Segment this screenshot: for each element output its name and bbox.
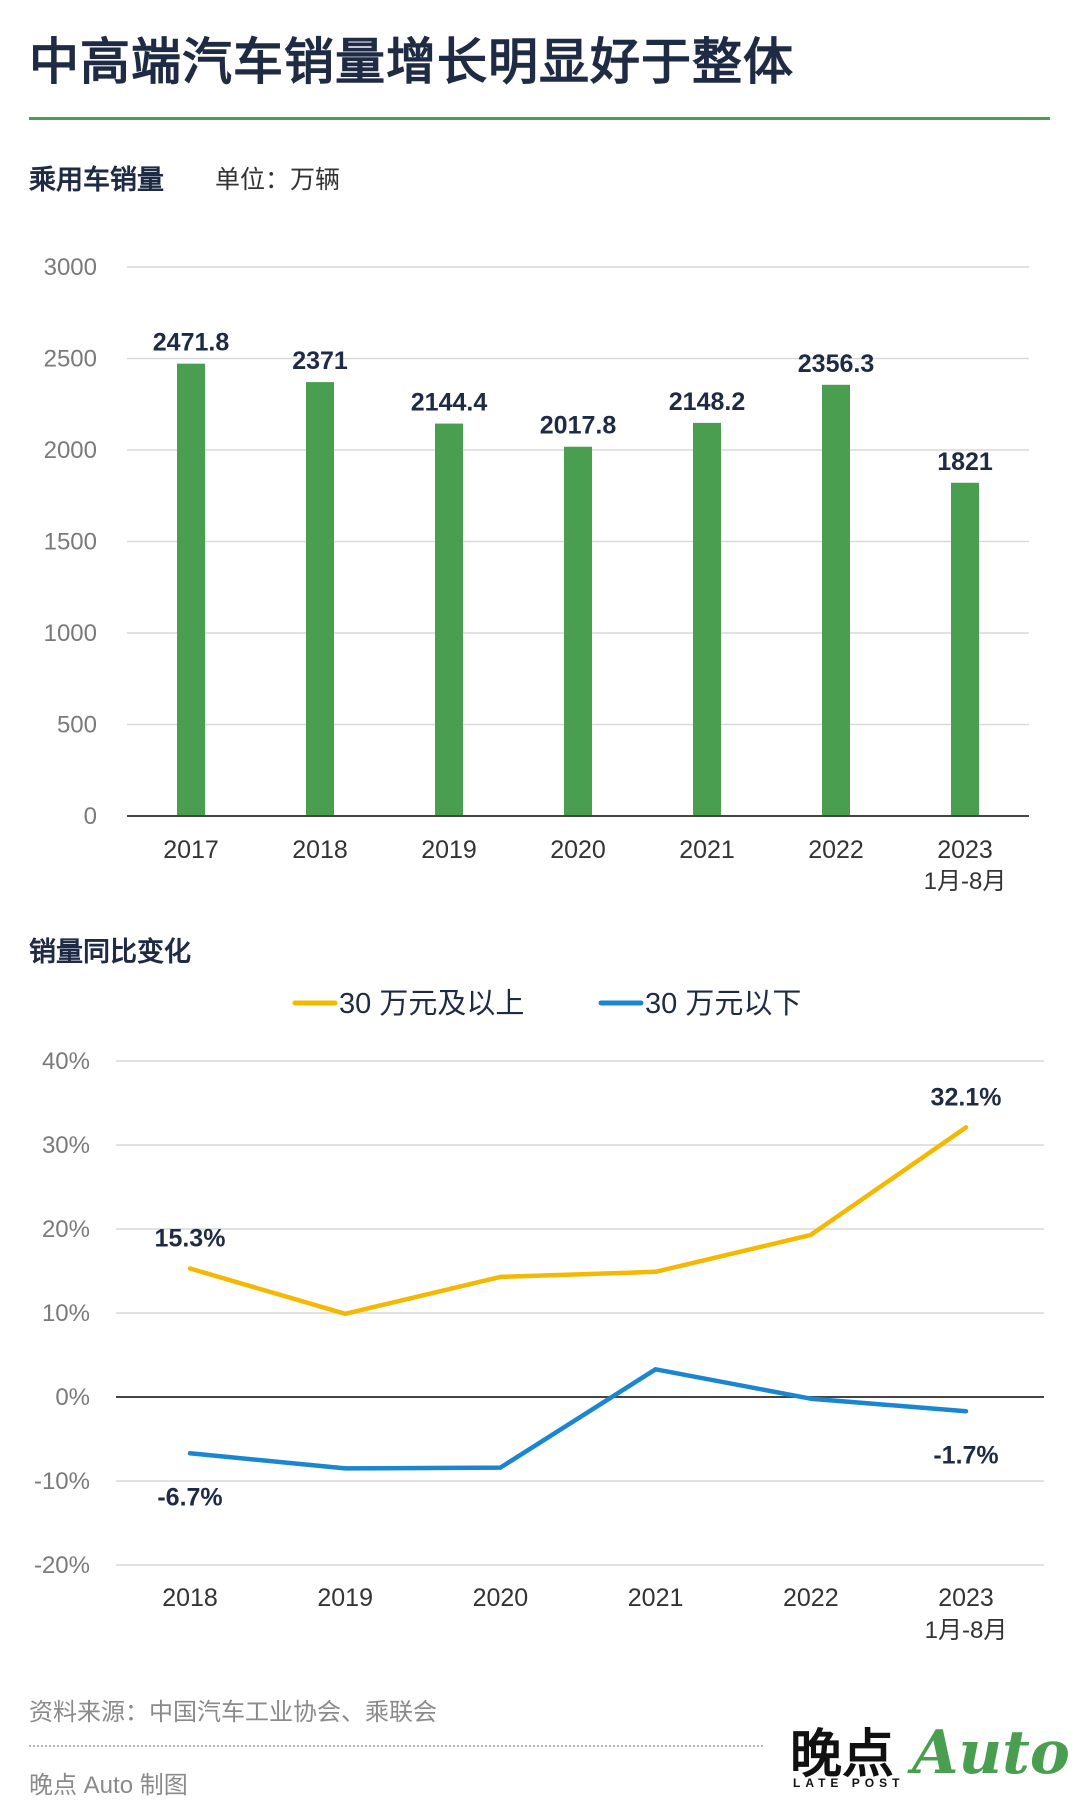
- line-x-tick-label: 2019: [317, 1584, 373, 1612]
- bar-y-tick-label: 3000: [44, 254, 97, 281]
- bar-value-label: 2371: [292, 347, 348, 375]
- line-data-label: 32.1%: [931, 1083, 1002, 1111]
- data-point: [653, 1269, 658, 1274]
- footer-divider: [29, 1745, 763, 1747]
- data-point: [964, 1409, 968, 1414]
- line-y-tick-label: 40%: [42, 1048, 90, 1075]
- logo-auto-script: Auto: [912, 1718, 1070, 1788]
- bar-y-tick-label: 2000: [44, 437, 97, 464]
- line-x-tick-label: 2022: [783, 1584, 839, 1612]
- line-x-sub-label: 1月-8月: [925, 1617, 1008, 1644]
- bar-value-label: 2144.4: [411, 389, 488, 417]
- bar-value-label: 2017.8: [540, 412, 617, 440]
- bar-2022: [822, 384, 850, 816]
- bar-y-tick-label: 500: [57, 712, 97, 739]
- bar-2018: [306, 382, 334, 816]
- bar-x-tick-label: 2017: [163, 836, 219, 864]
- data-point: [188, 1266, 192, 1271]
- line-chart-title: 销量同比变化: [29, 937, 191, 967]
- line-x-tick-label: 2018: [162, 1584, 218, 1612]
- bar-y-tick-label: 2500: [44, 346, 97, 373]
- line-chart: -20% -10% 0% 10% 20% 30% 40% 2018 2019 2020 2021 20…: [34, 988, 1044, 1644]
- bar-value-label: 2471.8: [153, 329, 230, 357]
- line-y-tick-label: 30%: [42, 1132, 90, 1159]
- bar-chart: 0 500 1000 1500 2000 2500 3000 2471.8 2017 2371 20…: [44, 254, 1029, 895]
- bar-x-sub-label: 1月-8月: [924, 868, 1007, 895]
- data-point: [343, 1466, 348, 1471]
- legend-label: 30 万元及以上: [339, 988, 524, 1020]
- page-title: 中高端汽车销量增长明显好于整体: [29, 34, 794, 90]
- bar-x-tick-label: 2023: [937, 836, 993, 864]
- data-point: [808, 1396, 813, 1401]
- chart-credit: 晚点 Auto 制图: [29, 1772, 188, 1799]
- bar-value-label: 2356.3: [798, 350, 874, 378]
- line-x-tick-label: 2021: [628, 1584, 684, 1612]
- bar-y-tick-label: 1500: [44, 529, 97, 556]
- bar-2020: [564, 446, 592, 816]
- line-data-label: -6.7%: [157, 1483, 222, 1511]
- logo-wordmark: 晚点: [790, 1726, 895, 1784]
- data-source: 资料来源：中国汽车工业协会、乘联会: [29, 1699, 437, 1726]
- line-y-tick-label: -10%: [34, 1468, 90, 1495]
- bar-2023: [951, 482, 979, 816]
- series-line-high: [187, 1125, 969, 1317]
- bar-y-tick-label: 0: [84, 803, 97, 830]
- bar-x-tick-label: 2022: [808, 836, 864, 864]
- series-line-low: [187, 1367, 969, 1471]
- logo-subtext: LATE POST: [793, 1776, 905, 1790]
- data-point: [964, 1125, 968, 1130]
- bar-x-tick-label: 2020: [550, 836, 606, 864]
- line-y-tick-label: 20%: [42, 1216, 90, 1243]
- line-x-tick-label: 2023: [938, 1584, 994, 1612]
- bar-x-tick-label: 2019: [421, 836, 477, 864]
- line-y-tick-label: 10%: [42, 1300, 90, 1327]
- data-point: [498, 1274, 503, 1279]
- data-point: [808, 1232, 813, 1237]
- line-y-tick-label: 0%: [55, 1384, 90, 1411]
- data-point: [653, 1367, 658, 1372]
- bar-x-tick-label: 2018: [292, 836, 348, 864]
- line-y-tick-label: -20%: [34, 1552, 90, 1579]
- bar-2019: [435, 423, 463, 816]
- data-point: [188, 1451, 192, 1456]
- bar-2021: [693, 422, 721, 816]
- bar-chart-title: 乘用车销量: [29, 165, 164, 195]
- title-divider: [29, 117, 1050, 120]
- line-data-label: 15.3%: [155, 1224, 226, 1252]
- bar-y-tick-label: 1000: [44, 620, 97, 647]
- line-data-label: -1.7%: [933, 1441, 998, 1469]
- legend-label: 30 万元以下: [645, 988, 801, 1020]
- data-point: [498, 1465, 503, 1470]
- bar-x-tick-label: 2021: [679, 836, 735, 864]
- bar-value-label: 1821: [937, 448, 993, 476]
- bar-chart-unit: 单位：万辆: [215, 166, 341, 194]
- data-point: [343, 1311, 348, 1316]
- bar-value-label: 2148.2: [669, 388, 745, 416]
- line-x-tick-label: 2020: [473, 1584, 529, 1612]
- bar-2017: [177, 363, 205, 816]
